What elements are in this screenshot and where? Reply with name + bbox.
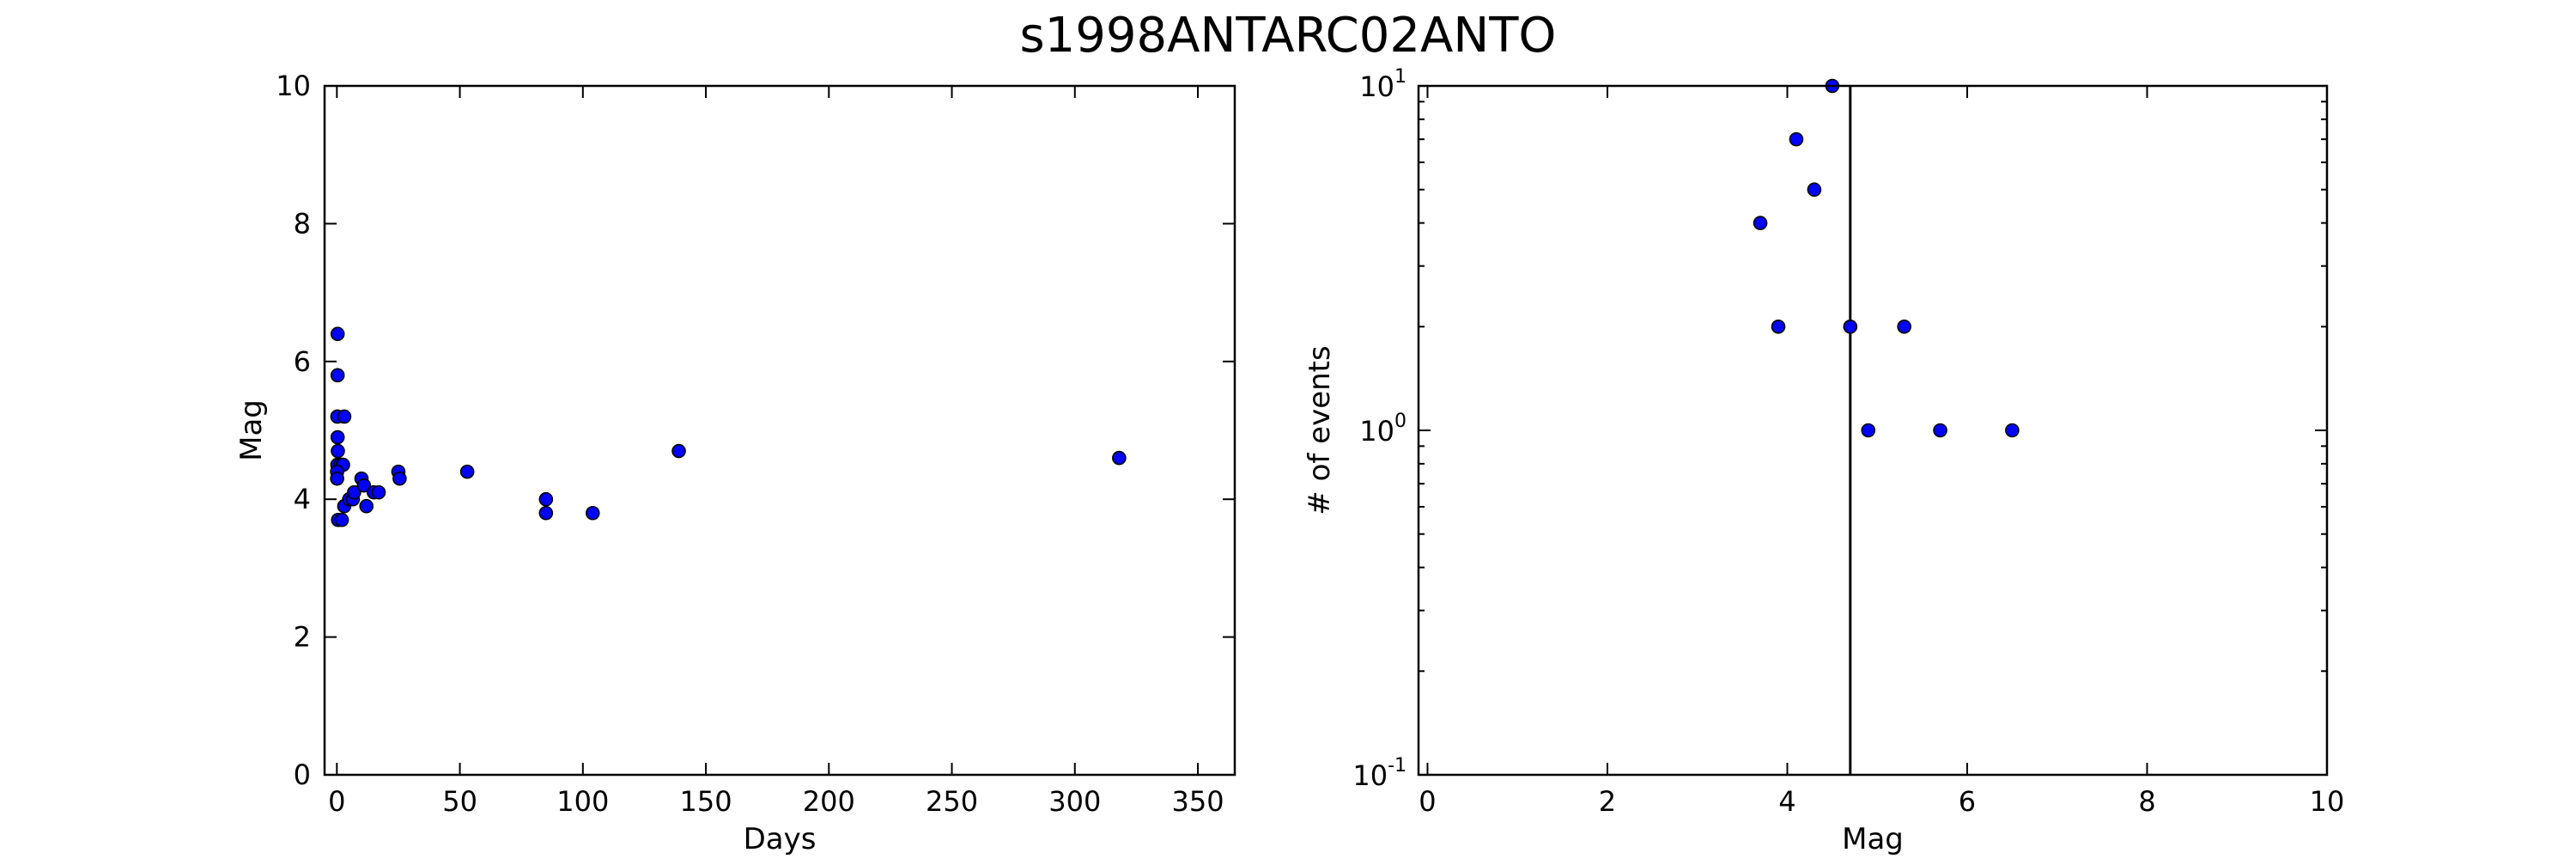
left-chart-point	[330, 368, 345, 383]
right-x-tick-label: 8	[2138, 785, 2155, 818]
left-chart-point	[671, 443, 686, 459]
left-chart-xlabel: Days	[744, 822, 817, 856]
right-y-tick-label: 100	[1359, 411, 1406, 448]
left-chart-point	[331, 443, 345, 459]
right-y-tick-base: 10	[1359, 415, 1394, 448]
left-x-tick-label: 100	[556, 785, 609, 818]
left-chart-point	[538, 505, 554, 521]
left-chart-ticks: 0 50 100 150 200 250 300 350 0 2 4 6 8 10	[276, 70, 1235, 818]
right-chart-point	[2005, 423, 2020, 438]
left-x-tick-label: 150	[680, 785, 732, 818]
right-chart-point	[1789, 131, 1804, 147]
right-chart-points	[1753, 78, 2020, 438]
left-chart-ylabel: Mag	[234, 399, 269, 461]
right-x-tick-label: 10	[2310, 785, 2345, 818]
left-x-tick-label: 0	[328, 785, 345, 818]
right-y-tick-exponent: -1	[1388, 755, 1406, 777]
figure-title: s1998ANTARC02ANTO	[1019, 8, 1556, 64]
left-x-tick-label: 350	[1171, 785, 1224, 818]
right-chart-xlabel: Mag	[1842, 822, 1904, 856]
right-chart-point	[1843, 319, 1858, 334]
left-y-tick-label: 6	[294, 345, 311, 378]
left-chart-point	[337, 409, 352, 424]
right-chart-point	[1897, 319, 1911, 334]
right-y-tick-label: 101	[1359, 66, 1406, 103]
left-chart-point	[392, 471, 407, 486]
right-x-tick-label: 0	[1419, 785, 1436, 818]
right-x-tick-label: 6	[1959, 785, 1976, 818]
right-x-tick-label: 4	[1778, 785, 1795, 818]
right-x-tick-label: 2	[1599, 785, 1616, 818]
left-x-tick-label: 250	[926, 785, 978, 818]
right-y-tick-base: 10	[1352, 759, 1388, 792]
right-y-tick-label: 10-1	[1352, 755, 1406, 792]
left-y-tick-label: 10	[276, 70, 311, 102]
left-chart-point	[459, 464, 475, 479]
left-chart-point	[356, 478, 372, 493]
left-chart-days-vs-mag: 0 50 100 150 200 250 300 350 0 2 4 6 8 10 Days Mag	[234, 70, 1236, 856]
right-chart-frame	[1417, 84, 2329, 777]
left-chart-point	[1112, 450, 1127, 466]
left-x-tick-label: 50	[442, 785, 477, 818]
left-y-tick-label: 2	[294, 621, 311, 654]
right-chart-ylabel: # of events	[1303, 345, 1337, 515]
right-y-tick-exponent: 0	[1394, 411, 1406, 432]
right-chart-point	[1753, 216, 1768, 230]
left-chart-point	[585, 505, 600, 521]
left-chart-point	[330, 471, 344, 486]
left-chart-point	[371, 484, 386, 500]
right-chart-point	[1807, 182, 1822, 198]
left-chart-point	[538, 491, 554, 507]
left-chart-point	[359, 498, 374, 514]
left-chart-points	[330, 326, 1127, 527]
left-x-tick-label: 300	[1048, 785, 1101, 818]
right-y-tick-exponent: 1	[1394, 66, 1406, 88]
left-y-tick-label: 8	[294, 207, 311, 240]
left-chart-point	[330, 430, 345, 445]
left-x-tick-label: 200	[803, 785, 855, 818]
left-y-tick-label: 4	[294, 483, 311, 515]
right-chart-point	[1771, 319, 1786, 334]
right-chart-point	[1861, 423, 1876, 438]
left-chart-point	[347, 484, 361, 500]
left-chart-frame	[323, 84, 1236, 777]
left-y-tick-label: 0	[294, 758, 311, 791]
right-y-tick-base: 10	[1359, 70, 1394, 103]
left-chart-point	[334, 512, 349, 527]
left-chart-point	[330, 326, 345, 342]
right-chart-point	[1933, 423, 1947, 438]
